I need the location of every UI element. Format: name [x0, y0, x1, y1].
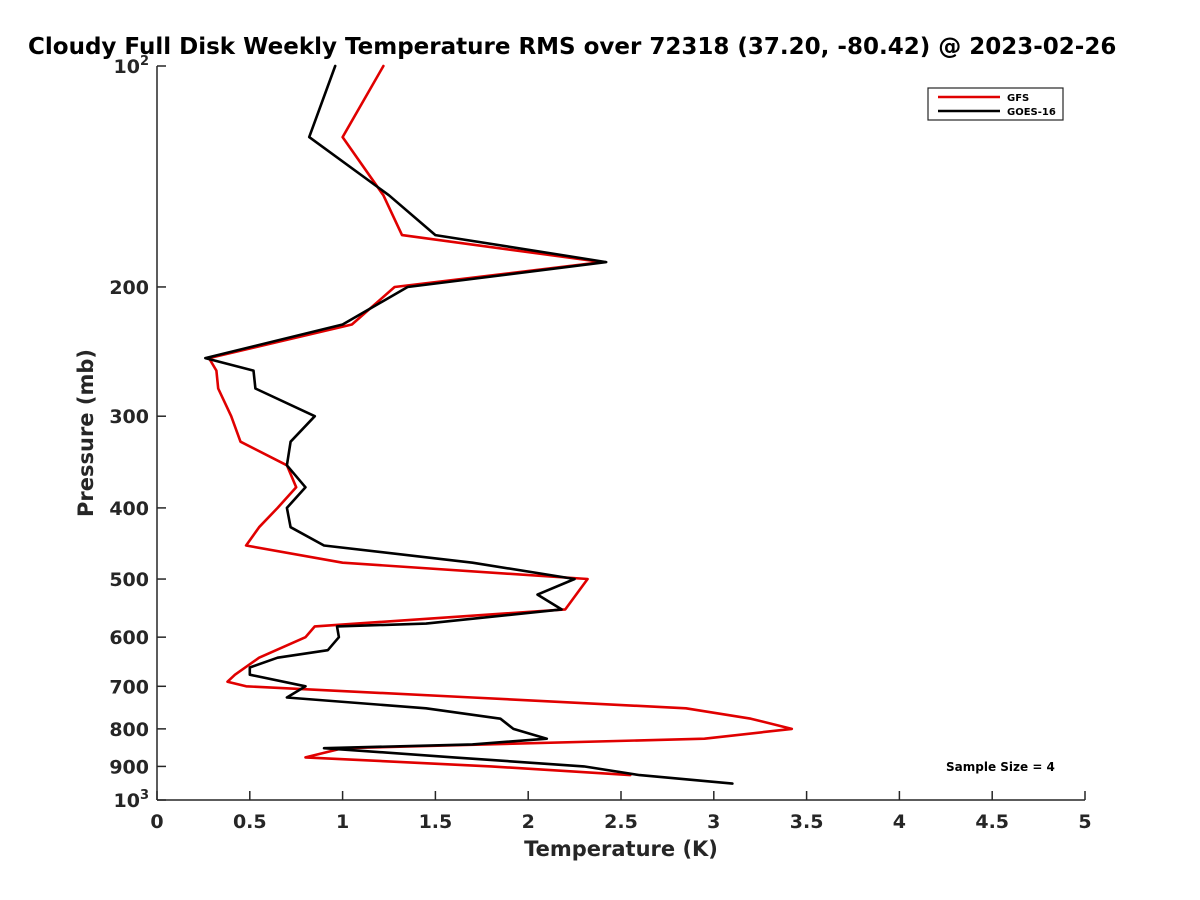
x-tick-label: 4	[893, 811, 906, 833]
y-tick-label: 800	[109, 719, 149, 741]
y-tick-label: 900	[109, 756, 149, 778]
x-tick-label: 1.5	[419, 811, 453, 833]
sample-size-annotation: Sample Size = 4	[946, 760, 1055, 774]
chart-title: Cloudy Full Disk Weekly Temperature RMS …	[28, 34, 1116, 60]
x-tick-label: 5	[1078, 811, 1091, 833]
y-tick-label: 102	[114, 54, 150, 78]
x-tick-label: 2.5	[604, 811, 638, 833]
x-tick-label: 1	[336, 811, 349, 833]
x-tick-label: 0	[150, 811, 163, 833]
x-tick-label: 0.5	[233, 811, 267, 833]
legend-label-gfs: GFS	[1007, 93, 1029, 104]
x-axis-label: Temperature (K)	[524, 837, 718, 861]
y-tick-label: 300	[109, 406, 149, 428]
y-tick-label: 700	[109, 676, 149, 698]
x-tick-label: 4.5	[975, 811, 1009, 833]
y-axis-label: Pressure (mb)	[74, 349, 98, 517]
y-ticks: 102 200 300 400 500 600 700 800 900 103	[109, 54, 166, 812]
series-line-goes16	[204, 64, 734, 785]
x-tick-label: 3.5	[790, 811, 824, 833]
y-tick-label: 600	[109, 627, 149, 649]
x-tick-label: 2	[522, 811, 535, 833]
series-layer	[204, 64, 794, 785]
legend-label-goes16: GOES-16	[1007, 107, 1056, 118]
x-ticks: 0 0.5 1 1.5 2 2.5 3 3.5 4 4.5 5	[150, 791, 1092, 833]
y-tick-label: 103	[114, 788, 150, 812]
plot-area	[157, 66, 1085, 800]
legend-box	[927, 87, 1064, 121]
x-tick-label: 3	[707, 811, 720, 833]
y-tick-label: 400	[109, 498, 149, 520]
legend: GFS GOES-16	[927, 87, 1064, 121]
y-tick-label: 500	[109, 569, 149, 591]
y-tick-label: 200	[109, 277, 149, 299]
